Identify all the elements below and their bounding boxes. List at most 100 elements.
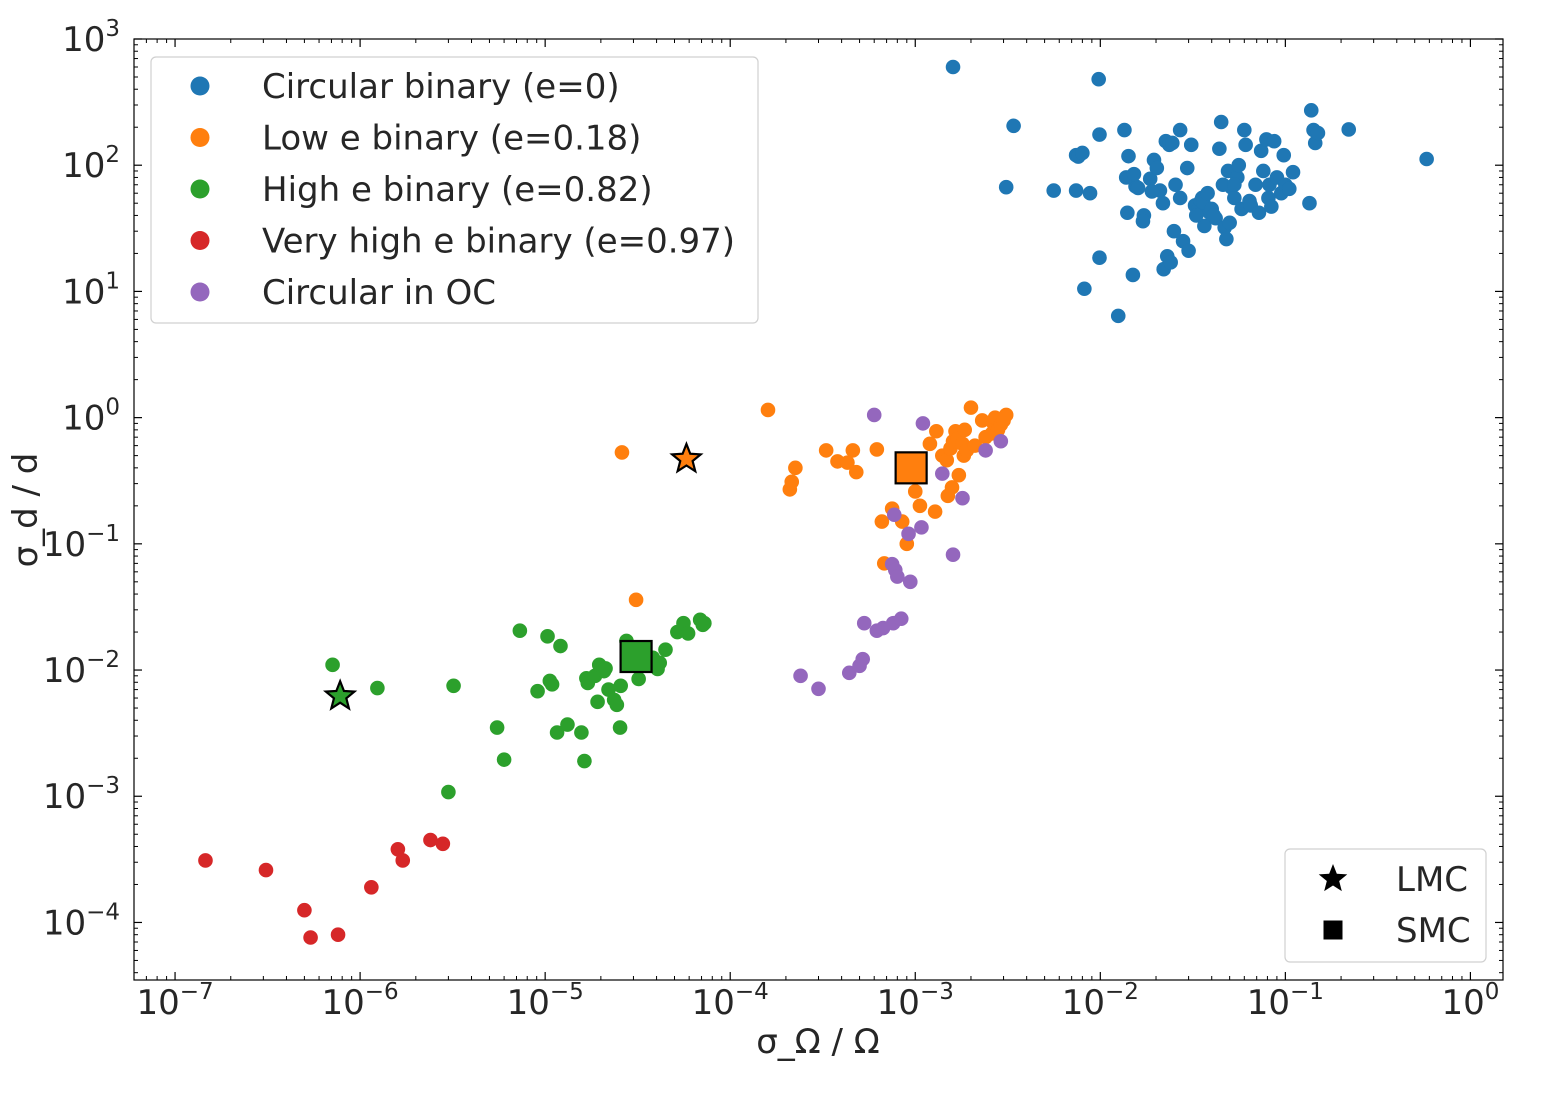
data-point <box>1200 185 1215 201</box>
y-axis-label: σ_d / d <box>6 453 46 568</box>
data-point <box>1130 180 1146 196</box>
y-tick-label: 102 <box>62 142 120 186</box>
data-point <box>915 416 931 431</box>
legend-marker-low-e-binary-e-0-18 <box>190 128 210 147</box>
data-point <box>974 413 990 428</box>
data-point <box>370 680 385 696</box>
data-point <box>1165 135 1180 151</box>
legend-marker-circular-in-oc <box>190 282 210 302</box>
data-point <box>652 655 668 671</box>
data-point <box>1168 177 1183 193</box>
data-point <box>598 661 613 676</box>
data-point <box>364 879 379 895</box>
data-point <box>788 460 803 476</box>
series-circular-binary-e-0 <box>945 59 1434 324</box>
data-point <box>957 422 972 438</box>
legend-label: Low e binary (e=0.18) <box>262 119 641 159</box>
data-point <box>680 626 696 641</box>
data-point <box>1238 137 1253 153</box>
data-point <box>1077 281 1092 297</box>
data-point <box>1135 213 1151 229</box>
data-point <box>1082 185 1098 201</box>
data-point <box>855 651 871 667</box>
x-tick-label: 100 <box>1441 979 1499 1023</box>
data-point <box>955 490 970 506</box>
data-point <box>549 725 565 740</box>
data-point <box>441 784 456 800</box>
data-point <box>886 507 902 523</box>
data-point <box>793 668 808 684</box>
data-point <box>1222 215 1237 231</box>
data-point <box>1281 181 1297 197</box>
data-point <box>574 725 589 740</box>
data-point <box>869 442 885 457</box>
data-point <box>1006 118 1021 134</box>
data-point <box>1163 255 1178 270</box>
data-point <box>1166 223 1182 239</box>
minor-ticks <box>133 39 1503 980</box>
data-point <box>1172 190 1188 206</box>
x-tick-label: 10−7 <box>136 979 213 1023</box>
data-point <box>1215 177 1231 193</box>
data-point <box>577 753 592 769</box>
data-point <box>890 569 905 584</box>
data-point <box>1227 190 1242 206</box>
smc-square-marker <box>894 451 928 485</box>
data-point <box>935 466 950 481</box>
marker-legend-label: LMC <box>1396 860 1468 900</box>
data-point <box>845 443 861 458</box>
data-point <box>1125 267 1141 283</box>
data-point <box>330 927 346 942</box>
data-point <box>395 853 411 868</box>
data-point <box>929 423 944 439</box>
data-point <box>848 464 864 480</box>
x-tick-label: 10−4 <box>692 979 769 1023</box>
data-point <box>1188 208 1204 223</box>
series-circular-in-oc <box>793 407 1009 697</box>
data-point <box>435 836 451 852</box>
data-point <box>628 592 644 608</box>
data-point <box>912 498 928 514</box>
data-point <box>1110 308 1126 324</box>
smc-square-marker <box>619 639 653 674</box>
legend-label: Circular binary (e=0) <box>262 67 620 107</box>
data-point <box>1419 151 1434 167</box>
data-point <box>841 665 857 681</box>
x-axis-label: σ_Ω / Ω <box>756 1022 880 1062</box>
data-point <box>874 514 890 529</box>
data-point <box>496 752 512 767</box>
legend-star-icon <box>1318 864 1348 892</box>
data-point <box>840 455 855 470</box>
data-point <box>590 694 605 710</box>
data-point <box>1172 122 1188 138</box>
data-point <box>1179 160 1195 176</box>
data-point <box>893 611 909 627</box>
x-tick-label: 10−2 <box>1062 979 1139 1023</box>
data-point <box>325 657 340 673</box>
data-point <box>1144 184 1160 199</box>
legend-label: Circular in OC <box>262 273 496 313</box>
data-point <box>1155 195 1171 211</box>
legend-label: High e binary (e=0.82) <box>262 170 653 210</box>
data-point <box>951 467 967 483</box>
data-point <box>998 179 1014 195</box>
data-point <box>198 853 213 868</box>
series-low-e-binary-e-0-18 <box>614 400 1014 608</box>
data-point <box>866 407 882 423</box>
data-point <box>1231 157 1247 173</box>
data-point <box>914 520 929 535</box>
data-point <box>998 407 1014 423</box>
tick-labels: 10−7 10−6 10−5 10−4 10−3 10−2 10−1 100 10−4 10−3 1… <box>43 16 1500 1023</box>
data-point <box>390 841 406 857</box>
data-point <box>784 474 800 490</box>
data-point <box>540 629 555 644</box>
data-point <box>1068 183 1084 198</box>
data-point <box>1142 171 1158 187</box>
data-point <box>1276 147 1292 163</box>
data-point <box>658 642 673 657</box>
data-point <box>1253 143 1269 159</box>
data-point <box>922 436 938 452</box>
data-point <box>760 402 776 418</box>
data-point <box>1251 205 1267 221</box>
data-point <box>1303 103 1319 118</box>
